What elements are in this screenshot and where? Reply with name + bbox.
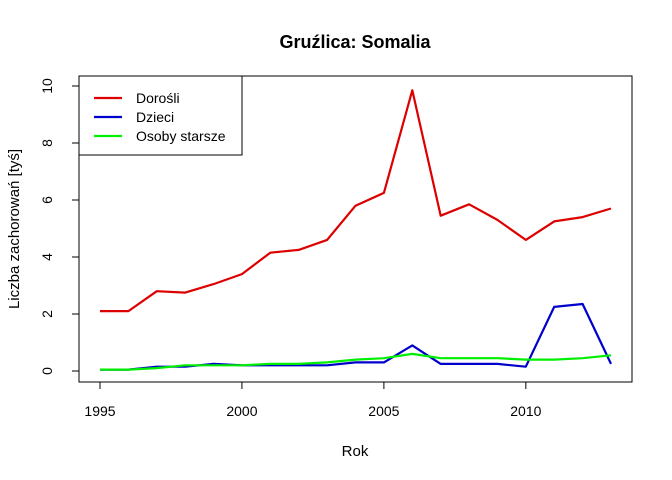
- chart-title: Gruźlica: Somalia: [279, 32, 431, 52]
- x-tick-label: 2005: [368, 403, 399, 419]
- series-line: [100, 302, 612, 371]
- y-tick-label: 10: [39, 78, 55, 94]
- series-layer: [100, 89, 612, 371]
- series-line: [100, 352, 612, 371]
- x-axis: 1995 2000 2005 2010: [84, 381, 542, 419]
- y-tick-label: 2: [39, 310, 55, 318]
- series-line: [100, 89, 612, 313]
- legend-label: Dzieci: [136, 109, 174, 125]
- x-tick-label: 2010: [510, 403, 541, 419]
- y-tick-label: 8: [39, 139, 55, 147]
- y-tick-label: 6: [39, 196, 55, 204]
- legend-label: Dorośli: [136, 90, 180, 106]
- x-axis-label: Rok: [342, 443, 369, 460]
- legend-label: Osoby starsze: [136, 128, 226, 144]
- legend-box: [78, 75, 243, 156]
- legend: Dorośli Dzieci Osoby starsze: [78, 75, 243, 156]
- y-axis: 0 2 4 6 8 10: [39, 78, 80, 375]
- x-tick-label: 1995: [84, 403, 115, 419]
- x-tick-label: 2000: [226, 403, 257, 419]
- y-tick-label: 0: [39, 367, 55, 375]
- y-axis-label: Liczba zachorowań [tyś]: [6, 149, 23, 309]
- y-tick-label: 4: [39, 253, 55, 261]
